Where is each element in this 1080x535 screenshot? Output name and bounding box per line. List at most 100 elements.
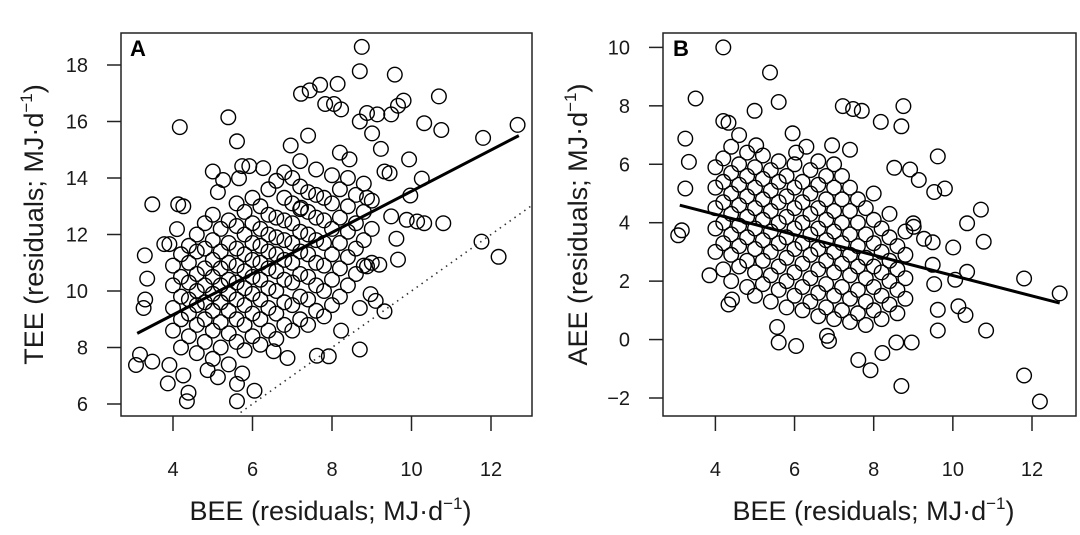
data-point bbox=[137, 291, 154, 308]
data-point bbox=[371, 256, 388, 273]
data-point bbox=[762, 202, 779, 219]
data-point bbox=[723, 164, 740, 181]
data-point bbox=[723, 138, 740, 155]
data-point bbox=[292, 223, 309, 240]
data-point bbox=[188, 226, 205, 243]
data-point bbox=[228, 217, 245, 234]
data-point bbox=[707, 159, 724, 176]
data-point bbox=[818, 299, 835, 316]
data-point bbox=[234, 158, 251, 175]
data-point bbox=[212, 339, 229, 356]
data-point bbox=[924, 234, 941, 251]
data-point bbox=[339, 277, 356, 294]
data-point bbox=[762, 243, 779, 260]
data-point bbox=[842, 202, 859, 219]
data-point bbox=[308, 186, 325, 203]
data-point bbox=[300, 127, 317, 144]
data-point bbox=[786, 264, 803, 281]
data-point bbox=[978, 322, 995, 339]
y-tick-label: −2 bbox=[607, 388, 630, 410]
data-point bbox=[715, 235, 732, 252]
data-point bbox=[754, 276, 771, 293]
data-point bbox=[268, 172, 285, 189]
data-point bbox=[936, 180, 953, 197]
data-point bbox=[136, 247, 153, 264]
data-point bbox=[826, 223, 843, 240]
data-point bbox=[292, 178, 309, 195]
data-point bbox=[715, 150, 732, 167]
data-point bbox=[834, 255, 851, 272]
data-point bbox=[731, 238, 748, 255]
data-point bbox=[317, 95, 334, 112]
data-point bbox=[972, 201, 989, 218]
data-point bbox=[260, 206, 277, 223]
data-point bbox=[715, 194, 732, 211]
data-point bbox=[895, 98, 912, 115]
data-point bbox=[509, 116, 526, 133]
data-point bbox=[209, 184, 226, 201]
data-point bbox=[308, 232, 325, 249]
data-point bbox=[292, 266, 309, 283]
data-point bbox=[333, 101, 350, 118]
data-point bbox=[347, 266, 364, 283]
data-point bbox=[857, 200, 874, 217]
data-point bbox=[353, 38, 370, 55]
data-point bbox=[739, 188, 756, 205]
data-point bbox=[276, 164, 293, 181]
data-point bbox=[220, 212, 237, 229]
data-point bbox=[416, 115, 433, 132]
data-point bbox=[228, 291, 245, 308]
data-point bbox=[475, 129, 492, 146]
data-point bbox=[731, 258, 748, 275]
data-point bbox=[842, 179, 859, 196]
data-point bbox=[762, 64, 779, 81]
data-point bbox=[351, 341, 368, 358]
data-point bbox=[276, 316, 293, 333]
data-point bbox=[188, 243, 205, 260]
data-point bbox=[886, 159, 903, 176]
y-tick-label: 16 bbox=[66, 112, 88, 134]
data-point bbox=[324, 246, 341, 263]
axis-title-end: ) bbox=[563, 84, 593, 93]
data-point bbox=[707, 243, 724, 260]
data-point bbox=[363, 220, 380, 237]
data-point bbox=[881, 273, 898, 290]
data-point bbox=[849, 281, 866, 298]
data-point bbox=[324, 297, 341, 314]
data-point bbox=[300, 316, 317, 333]
data-point bbox=[739, 229, 756, 246]
data-point bbox=[842, 267, 859, 284]
data-point bbox=[490, 248, 507, 265]
data-point bbox=[268, 331, 285, 348]
y-tick-label: 6 bbox=[619, 154, 630, 176]
data-point bbox=[292, 311, 309, 328]
data-point bbox=[747, 287, 764, 304]
axis-title-end: ) bbox=[462, 496, 471, 526]
data-point bbox=[853, 102, 870, 119]
data-point bbox=[1016, 270, 1033, 287]
data-point bbox=[398, 211, 415, 228]
data-point bbox=[252, 237, 269, 254]
regression-line bbox=[679, 203, 1061, 305]
data-point bbox=[383, 208, 400, 225]
data-point bbox=[284, 297, 301, 314]
data-point bbox=[897, 223, 914, 240]
data-point bbox=[284, 254, 301, 271]
data-point bbox=[849, 214, 866, 231]
data-point bbox=[359, 258, 376, 275]
x-tick-label: 10 bbox=[400, 459, 422, 481]
data-point bbox=[171, 119, 188, 136]
data-point bbox=[739, 252, 756, 269]
data-point bbox=[897, 290, 914, 307]
data-point bbox=[1031, 393, 1048, 410]
data-point bbox=[308, 277, 325, 294]
data-point bbox=[212, 294, 229, 311]
data-point bbox=[731, 197, 748, 214]
data-point bbox=[316, 308, 333, 325]
data-point bbox=[230, 170, 247, 187]
data-point bbox=[818, 252, 835, 269]
data-point bbox=[331, 260, 348, 277]
data-point bbox=[364, 125, 381, 142]
